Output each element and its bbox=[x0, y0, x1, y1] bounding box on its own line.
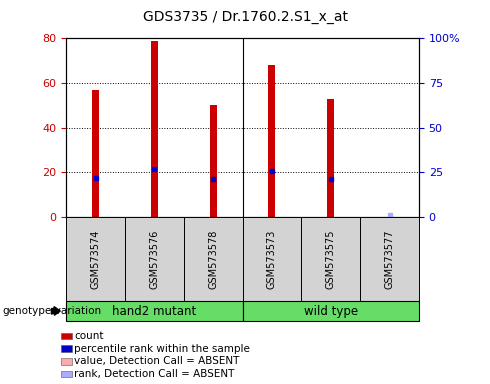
Text: GSM573577: GSM573577 bbox=[385, 230, 394, 289]
Bar bbox=[151, 41, 158, 217]
Text: rank, Detection Call = ABSENT: rank, Detection Call = ABSENT bbox=[74, 369, 235, 379]
Bar bbox=[269, 65, 275, 217]
Bar bbox=[92, 90, 99, 217]
Bar bbox=[210, 105, 217, 217]
Text: hand2 mutant: hand2 mutant bbox=[112, 305, 196, 318]
Bar bbox=[327, 99, 334, 217]
Text: GDS3735 / Dr.1760.2.S1_x_at: GDS3735 / Dr.1760.2.S1_x_at bbox=[143, 10, 347, 23]
Text: value, Detection Call = ABSENT: value, Detection Call = ABSENT bbox=[74, 356, 240, 366]
Text: GSM573576: GSM573576 bbox=[149, 230, 159, 289]
Text: GSM573578: GSM573578 bbox=[208, 230, 218, 289]
Text: GSM573574: GSM573574 bbox=[91, 230, 100, 289]
Text: percentile rank within the sample: percentile rank within the sample bbox=[74, 344, 250, 354]
Text: genotype/variation: genotype/variation bbox=[2, 306, 101, 316]
Text: wild type: wild type bbox=[304, 305, 358, 318]
Text: count: count bbox=[74, 331, 104, 341]
Text: GSM573573: GSM573573 bbox=[267, 230, 277, 289]
Text: GSM573575: GSM573575 bbox=[326, 230, 336, 289]
